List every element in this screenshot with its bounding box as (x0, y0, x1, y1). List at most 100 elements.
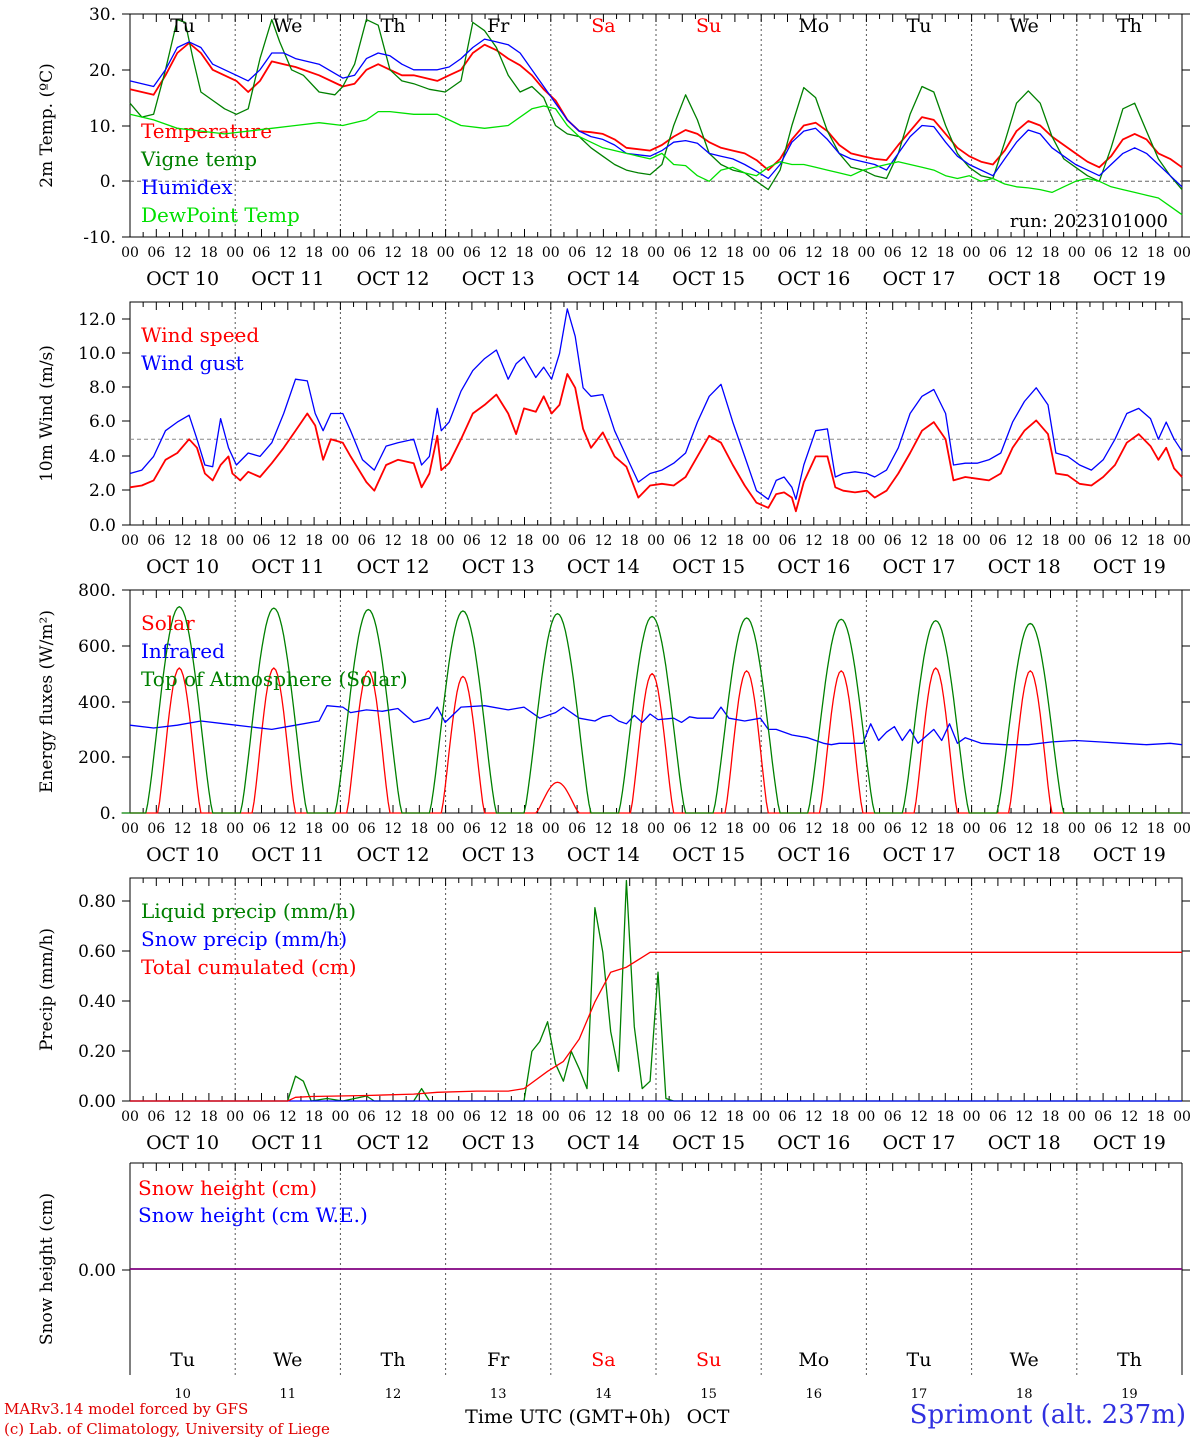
y-tick-label: 800. (78, 581, 116, 601)
day-label: OCT 16 (777, 844, 850, 866)
day-label: OCT 17 (882, 844, 955, 866)
hour-tick-label: 06 (358, 1109, 376, 1125)
y-tick-label: 0.0 (89, 516, 116, 536)
hour-tick-label: 00 (437, 821, 455, 837)
hour-tick-label: 00 (542, 1109, 560, 1125)
hour-tick-label: 18 (1147, 1109, 1165, 1125)
day-label: OCT 19 (1093, 844, 1166, 866)
weekday-label: Th (1117, 15, 1142, 37)
series-line-vigne (130, 879, 1182, 1102)
hour-tick-label: 18 (936, 1109, 954, 1125)
day-label: OCT 14 (567, 268, 640, 290)
hour-tick-label: 18 (516, 245, 534, 261)
day-label: OCT 11 (251, 1132, 324, 1154)
series-line-humidex (129, 38, 1183, 188)
y-axis-label: 2m Temp. (ºC) (37, 63, 57, 188)
hour-tick-label: 12 (594, 821, 612, 837)
day-label: OCT 15 (672, 844, 745, 866)
hour-tick-label: 06 (779, 821, 797, 837)
y-tick-label: -10. (83, 228, 116, 248)
day-number-label: 12 (385, 1387, 402, 1402)
hour-tick-label: 12 (594, 245, 612, 261)
y-tick-label: 0. (100, 804, 116, 824)
hour-tick-label: 00 (226, 245, 244, 261)
day-label: OCT 16 (777, 268, 850, 290)
hour-tick-label: 12 (174, 821, 192, 837)
chart-panel-1: 30.20.10.0.-10.2m Temp. (ºC) TemperatureV… (37, 5, 1191, 290)
hour-tick-label: 12 (910, 1109, 928, 1125)
day-number-label: 11 (280, 1387, 297, 1402)
station-title: Sprimont (alt. 237m) (909, 1400, 1186, 1430)
hour-tick-label: 18 (305, 1109, 323, 1125)
hour-tick-label: 06 (253, 245, 271, 261)
hour-tick-label: 06 (1094, 533, 1112, 549)
hour-tick-label: 00 (752, 821, 770, 837)
hour-tick-label: 18 (516, 533, 534, 549)
chart-panel-3: 800.600.400.200.0.Energy fluxes (W/m²) So… (37, 581, 1191, 866)
y-tick-label: 6.0 (89, 412, 116, 432)
y-tick-label: 10.0 (78, 344, 116, 364)
day-label: OCT 10 (146, 844, 219, 866)
day-label: OCT 17 (882, 556, 955, 578)
hour-tick-label: 06 (1094, 245, 1112, 261)
weekday-label: Th (381, 15, 406, 37)
hour-tick-label: 18 (305, 821, 323, 837)
day-label: OCT 18 (988, 1132, 1061, 1154)
y-tick-label: 8.0 (89, 378, 116, 398)
hour-tick-label: 12 (700, 533, 718, 549)
hour-tick-label: 00 (226, 533, 244, 549)
hour-tick-label: 12 (384, 533, 402, 549)
hour-tick-label: 06 (147, 533, 165, 549)
hour-tick-label: 12 (594, 533, 612, 549)
hour-tick-label: 18 (200, 533, 218, 549)
hour-tick-label: 12 (594, 1109, 612, 1125)
chart-panel-4: 0.80 0.60 0.40 0.20 0.00 Precip (mm/h) Liquid … (37, 877, 1191, 1154)
hour-tick-label: 00 (963, 533, 981, 549)
day-number-label: 13 (490, 1387, 507, 1402)
hour-tick-label: 18 (621, 821, 639, 837)
legend-entry: Liquid precip (mm/h) (141, 899, 356, 923)
weekday-label: We (1010, 1349, 1039, 1371)
y-tick-label: 0. (100, 172, 116, 192)
weekday-label: Tu (170, 15, 195, 37)
hour-tick-label: 18 (200, 821, 218, 837)
legend-entry: Snow height (cm) (138, 1176, 317, 1200)
day-label: OCT 14 (567, 556, 640, 578)
hour-tick-label: 18 (1042, 1109, 1060, 1125)
hour-tick-label: 18 (1147, 245, 1165, 261)
hour-tick-label: 18 (200, 1109, 218, 1125)
day-number-label: 10 (174, 1387, 191, 1402)
hour-tick-label: 18 (516, 1109, 534, 1125)
weekday-label: Th (381, 1349, 406, 1371)
series-line-vigne (129, 18, 1183, 191)
y-tick-label: 2.0 (89, 481, 116, 501)
day-label: OCT 15 (672, 1132, 745, 1154)
y-axis-label: Snow height (cm) (37, 1193, 57, 1345)
hour-tick-label: 00 (647, 245, 665, 261)
hour-tick-label: 06 (358, 533, 376, 549)
hour-tick-label: 12 (1120, 821, 1138, 837)
hour-tick-label: 12 (489, 245, 507, 261)
hour-tick-label: 00 (121, 1109, 139, 1125)
hour-tick-label: 00 (1173, 1109, 1191, 1125)
hour-tick-label: 00 (752, 1109, 770, 1125)
y-tick-label: 0.60 (78, 942, 116, 962)
hour-tick-label: 06 (147, 1109, 165, 1125)
hour-tick-label: 06 (673, 533, 691, 549)
day-number-label: 18 (1016, 1387, 1033, 1402)
hour-tick-label: 06 (253, 1109, 271, 1125)
day-number-label: 16 (806, 1387, 823, 1402)
hour-tick-label: 00 (1068, 821, 1086, 837)
hour-tick-label: 12 (174, 245, 192, 261)
hour-tick-label: 00 (226, 1109, 244, 1125)
legend-entry: Humidex (141, 175, 233, 199)
hour-tick-label: 06 (147, 245, 165, 261)
day-label: OCT 14 (567, 844, 640, 866)
hour-tick-label: 06 (673, 821, 691, 837)
hour-tick-label: 00 (963, 1109, 981, 1125)
weekday-label: Sa (591, 1349, 615, 1371)
legend-entry: Wind gust (141, 351, 244, 375)
run-annotation: run: 2023101000 (1010, 211, 1168, 232)
hour-tick-label: 12 (174, 1109, 192, 1125)
